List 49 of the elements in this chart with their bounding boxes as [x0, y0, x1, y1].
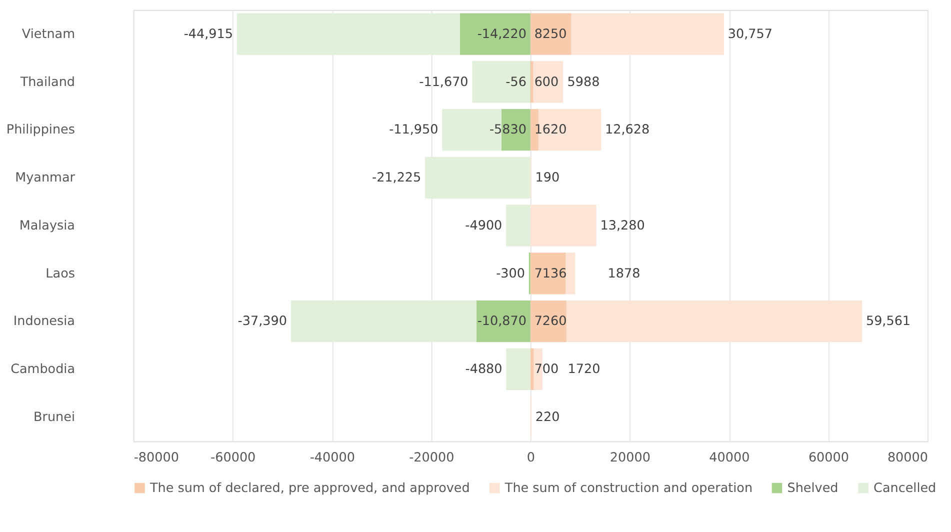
data-label: -14,220 [477, 26, 526, 42]
data-label: 13,280 [600, 218, 645, 234]
data-label: 30,757 [728, 26, 772, 42]
legend-label: The sum of declared, pre approved, and approved [149, 480, 470, 496]
data-label: 220 [535, 410, 560, 425]
data-label: 59,561 [866, 314, 911, 330]
data-label: 12,628 [605, 122, 650, 138]
y-tick-label: Thailand [19, 74, 75, 90]
legend-label: The sum of construction and operation [504, 480, 753, 496]
y-tick-label: Vietnam [22, 26, 75, 42]
data-label: -11,950 [389, 122, 438, 138]
data-label: 1720 [568, 362, 600, 378]
data-label: -21,225 [372, 170, 422, 186]
data-label: 700 [534, 362, 559, 378]
x-tick-label: 60000 [808, 450, 849, 466]
x-tick-label: 0 [526, 450, 535, 466]
data-label: -5830 [489, 122, 526, 138]
data-label: -37,390 [238, 314, 287, 330]
data-label: 7260 [534, 314, 567, 330]
y-tick-label: Brunei [34, 410, 75, 425]
data-label: 1878 [608, 266, 640, 282]
data-label: -56 [506, 74, 526, 90]
x-tick-label: 20000 [610, 450, 650, 466]
data-label: -4900 [465, 218, 502, 234]
data-label: -4880 [465, 362, 502, 378]
data-label: 8250 [534, 26, 567, 42]
x-tick-label: -20000 [409, 450, 454, 466]
y-tick-label: Myanmar [15, 170, 76, 186]
legend-label: Shelved [787, 480, 838, 496]
y-tick-label: Cambodia [10, 362, 75, 378]
data-label: 7136 [534, 266, 567, 282]
y-tick-label: Philippines [6, 122, 76, 138]
x-tick-label: -40000 [310, 450, 355, 466]
y-tick-label: Indonesia [13, 314, 75, 330]
data-label: -10,870 [477, 314, 526, 330]
data-label: -11,670 [419, 74, 468, 90]
x-tick-label: 80000 [887, 450, 928, 466]
y-tick-label: Laos [46, 266, 76, 282]
x-tick-label: 40000 [709, 450, 750, 466]
data-label: 600 [534, 74, 559, 90]
data-label: -300 [496, 266, 525, 282]
y-tick-label: Malaysia [19, 218, 75, 234]
x-tick-label: -60000 [210, 450, 256, 466]
data-label: 190 [535, 170, 560, 186]
data-label: 1620 [534, 122, 567, 138]
x-tick-label: -80000 [134, 450, 179, 466]
data-label: -44,915 [184, 26, 233, 42]
data-label: 5988 [567, 74, 600, 90]
legend-label: Cancelled [874, 480, 936, 496]
